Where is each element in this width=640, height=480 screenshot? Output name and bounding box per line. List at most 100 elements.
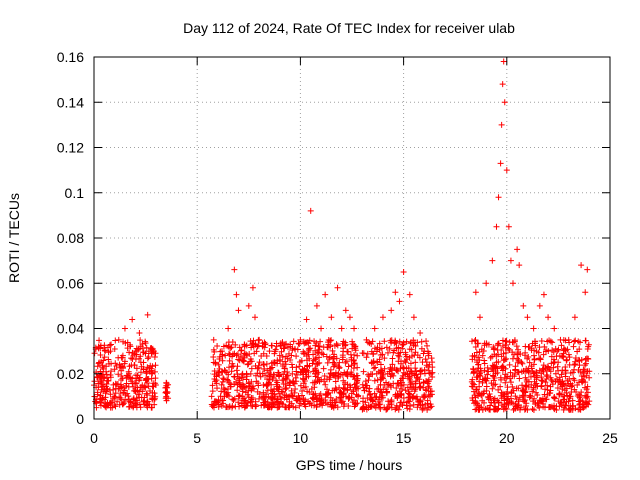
data-point [310, 357, 317, 364]
data-point [558, 342, 565, 349]
data-point [392, 289, 399, 296]
data-point [508, 395, 514, 402]
data-point [537, 355, 544, 362]
data-point [114, 398, 121, 405]
data-point [256, 395, 263, 402]
data-point [498, 346, 505, 353]
data-point [398, 390, 405, 397]
data-point [255, 342, 262, 349]
data-point [343, 358, 350, 365]
data-point [381, 355, 388, 362]
data-point [425, 376, 432, 383]
data-point [497, 383, 504, 390]
data-point [390, 372, 397, 379]
data-point [142, 350, 149, 357]
data-point [483, 340, 490, 347]
data-point [236, 403, 243, 410]
data-point [316, 346, 323, 353]
data-point [400, 341, 407, 348]
data-point [419, 359, 426, 366]
data-point [393, 385, 400, 392]
data-point [103, 383, 110, 390]
data-point [279, 377, 286, 384]
data-point [126, 363, 133, 370]
data-point [140, 359, 147, 366]
data-point [208, 393, 215, 400]
data-point [387, 382, 394, 389]
data-point [393, 402, 400, 409]
data-point [359, 381, 366, 388]
data-point [498, 402, 505, 409]
data-point [300, 348, 307, 355]
data-point [507, 369, 514, 376]
data-point [527, 373, 534, 380]
data-point [218, 402, 225, 409]
data-point [315, 374, 322, 381]
data-point [552, 345, 559, 352]
data-point [271, 395, 278, 402]
data-point [329, 347, 336, 354]
data-point [477, 373, 484, 380]
data-point [502, 405, 509, 412]
data-point [540, 351, 547, 358]
data-point [152, 368, 159, 375]
data-point [100, 357, 107, 364]
data-point [497, 374, 504, 381]
y-tick-label: 0.12 [57, 140, 84, 156]
data-point [566, 376, 573, 383]
data-point [280, 345, 287, 352]
data-point [483, 377, 490, 384]
data-point [112, 403, 119, 410]
y-tick-label: 0 [76, 411, 84, 427]
data-point [237, 353, 244, 360]
data-point [510, 339, 517, 346]
data-point [135, 346, 142, 353]
data-point [507, 379, 514, 386]
data-point [99, 364, 106, 371]
data-point [529, 405, 536, 412]
data-point [310, 351, 317, 358]
data-point [499, 363, 506, 370]
data-point [562, 373, 569, 380]
data-point [143, 368, 150, 375]
data-point [491, 345, 498, 352]
data-point [578, 262, 585, 269]
data-point [317, 397, 324, 404]
data-point [216, 355, 223, 362]
data-point [127, 399, 134, 406]
data-point [364, 350, 371, 357]
data-point [406, 391, 413, 398]
data-point [576, 394, 583, 401]
data-point [235, 356, 242, 363]
data-point [256, 359, 263, 366]
data-point [248, 341, 255, 348]
data-point [376, 356, 383, 363]
data-point [302, 368, 309, 375]
data-point [494, 342, 501, 349]
data-point [143, 344, 150, 351]
data-point [368, 360, 375, 367]
data-point [144, 311, 151, 318]
data-point [332, 378, 339, 385]
data-point [417, 383, 424, 390]
data-point [354, 377, 361, 384]
data-point [376, 401, 383, 408]
data-point [516, 262, 523, 269]
data-point [152, 393, 159, 400]
data-point [412, 378, 419, 385]
data-point [536, 367, 543, 374]
data-point [316, 359, 323, 366]
data-point [520, 302, 527, 309]
data-point [476, 383, 483, 390]
data-point [421, 394, 428, 401]
data-point [293, 353, 300, 360]
data-point [482, 374, 489, 381]
data-point [218, 381, 225, 388]
data-point [582, 337, 589, 344]
data-point [568, 388, 575, 395]
data-point [408, 385, 415, 392]
data-point [276, 352, 283, 359]
data-point [231, 266, 238, 273]
data-point [259, 370, 266, 377]
data-point [377, 361, 384, 368]
